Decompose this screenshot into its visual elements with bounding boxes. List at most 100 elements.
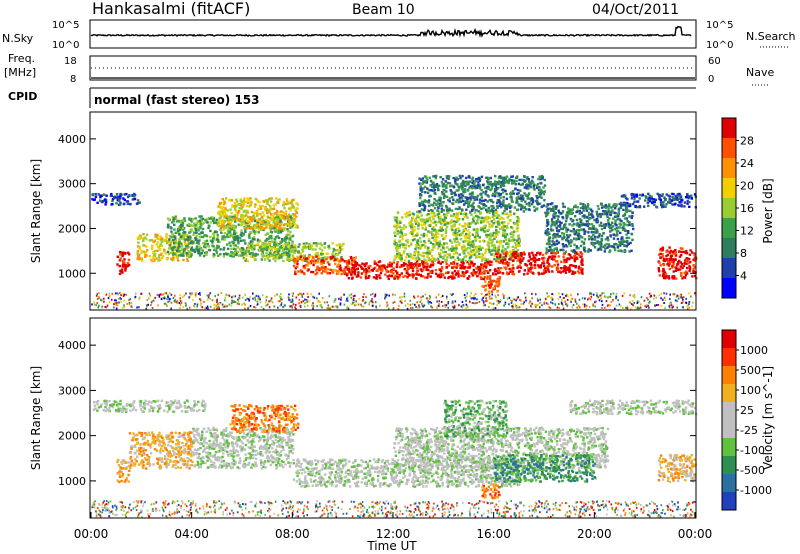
- power-echo-cell: [479, 267, 482, 271]
- power-echo-cell: [269, 230, 273, 233]
- power-echo-cell: [508, 203, 511, 206]
- power-echo-cell: [569, 256, 572, 259]
- power-echo-cell: [398, 251, 401, 255]
- power-echo-cell: [136, 236, 140, 239]
- power-echo-cell: [253, 232, 257, 236]
- power-echo-cell: [668, 197, 671, 201]
- power-echo-cell: [124, 252, 127, 255]
- power-echo-cell: [363, 270, 366, 273]
- power-echo-cell: [285, 234, 288, 237]
- power-echo-cell: [429, 265, 432, 269]
- power-echo-cell: [508, 177, 511, 181]
- power-echo-cell: [608, 217, 611, 220]
- power-echo-cell: [481, 254, 485, 257]
- power-echo-cell: [440, 265, 444, 269]
- power-echo-cell: [545, 266, 548, 270]
- power-echo-cell: [602, 210, 605, 213]
- power-echo-cell: [191, 224, 194, 227]
- power-echo-cell: [229, 221, 233, 224]
- power-echo-cell: [522, 210, 526, 213]
- power-echo-cell: [573, 230, 576, 234]
- power-echo-cell: [494, 221, 498, 224]
- power-echo-cell: [458, 217, 461, 221]
- power-echo-cell: [471, 245, 474, 248]
- power-echo-cell: [536, 207, 539, 210]
- power-echo-cell: [557, 270, 560, 274]
- power-echo-cell: [596, 230, 599, 233]
- power-echo-cell: [567, 210, 570, 213]
- power-echo-cell: [600, 227, 604, 231]
- power-echo-cell: [508, 267, 511, 271]
- power-echo-cell: [301, 259, 304, 262]
- power-echo-cell: [287, 213, 291, 216]
- power-echo-cell: [122, 262, 126, 265]
- power-echo-cell: [566, 245, 569, 248]
- power-echo-cell: [451, 228, 454, 232]
- power-echo-cell: [253, 258, 257, 262]
- power-echo-cell: [558, 224, 562, 227]
- power-echo-cell: [407, 265, 410, 269]
- power-echo-cell: [317, 267, 321, 270]
- power-echo-cell: [477, 177, 480, 180]
- power-echo-cell: [427, 201, 431, 204]
- power-echo-cell: [273, 252, 276, 256]
- power-echo-cell: [408, 255, 411, 258]
- power-echo-cell: [261, 227, 265, 230]
- power-echo-cell: [675, 196, 678, 199]
- power-echo-cell: [502, 251, 505, 254]
- power-echo-cell: [243, 220, 246, 223]
- power-echo-cell: [499, 253, 502, 256]
- power-echo-cell: [508, 179, 511, 182]
- power-echo-cell: [215, 231, 218, 234]
- power-echo-cell: [608, 250, 611, 254]
- power-echo-cell: [265, 220, 268, 223]
- power-echo-cell: [351, 264, 354, 267]
- power-echo-cell: [118, 264, 121, 268]
- power-echo-cell: [231, 251, 234, 255]
- power-echo-cell: [461, 246, 464, 249]
- power-echo-cell: [308, 261, 311, 265]
- power-echo-cell: [282, 227, 285, 230]
- power-echo-cell: [557, 209, 560, 212]
- power-echo-cell: [200, 235, 203, 239]
- power-echo-cell: [469, 210, 472, 213]
- power-echo-cell: [461, 174, 464, 178]
- power-echo-cell: [463, 267, 466, 270]
- power-echo-cell: [500, 221, 504, 224]
- power-echo-cell: [224, 226, 228, 229]
- power-echo-cell: [226, 243, 229, 246]
- power-echo-cell: [302, 256, 306, 260]
- power-echo-cell: [222, 248, 225, 251]
- power-echo-cell: [517, 237, 520, 240]
- power-echo-cell: [233, 232, 236, 236]
- power-echo-cell: [133, 193, 137, 197]
- power-echo-cell: [231, 234, 234, 237]
- power-echo-cell: [456, 207, 460, 211]
- power-echo-cell: [221, 224, 224, 227]
- power-echo-cell: [615, 229, 618, 233]
- power-echo-cell: [451, 248, 455, 251]
- power-echo-cell: [413, 219, 416, 222]
- power-echo-cell: [587, 248, 590, 251]
- power-echo-cell: [420, 178, 423, 181]
- power-echo-cell: [581, 272, 584, 275]
- power-echo-cell: [193, 250, 197, 254]
- power-echo-cell: [500, 227, 503, 230]
- power-echo-cell: [305, 242, 308, 245]
- power-echo-cell: [496, 255, 499, 258]
- power-echo-cell: [523, 269, 526, 272]
- power-echo-cell: [478, 186, 482, 189]
- power-echo-cell: [402, 227, 405, 231]
- power-echo-cell: [494, 235, 497, 238]
- power-echo-cell: [197, 252, 200, 255]
- power-echo-cell: [120, 193, 123, 196]
- power-echo-cell: [477, 268, 480, 271]
- power-echo-cell: [539, 266, 542, 269]
- power-echo-cell: [489, 188, 492, 192]
- power-echo-cell: [338, 242, 341, 246]
- power-echo-cell: [612, 237, 616, 240]
- power-echo-cell: [458, 186, 461, 189]
- power-echo-cell: [431, 245, 435, 249]
- power-echo-cell: [221, 237, 224, 241]
